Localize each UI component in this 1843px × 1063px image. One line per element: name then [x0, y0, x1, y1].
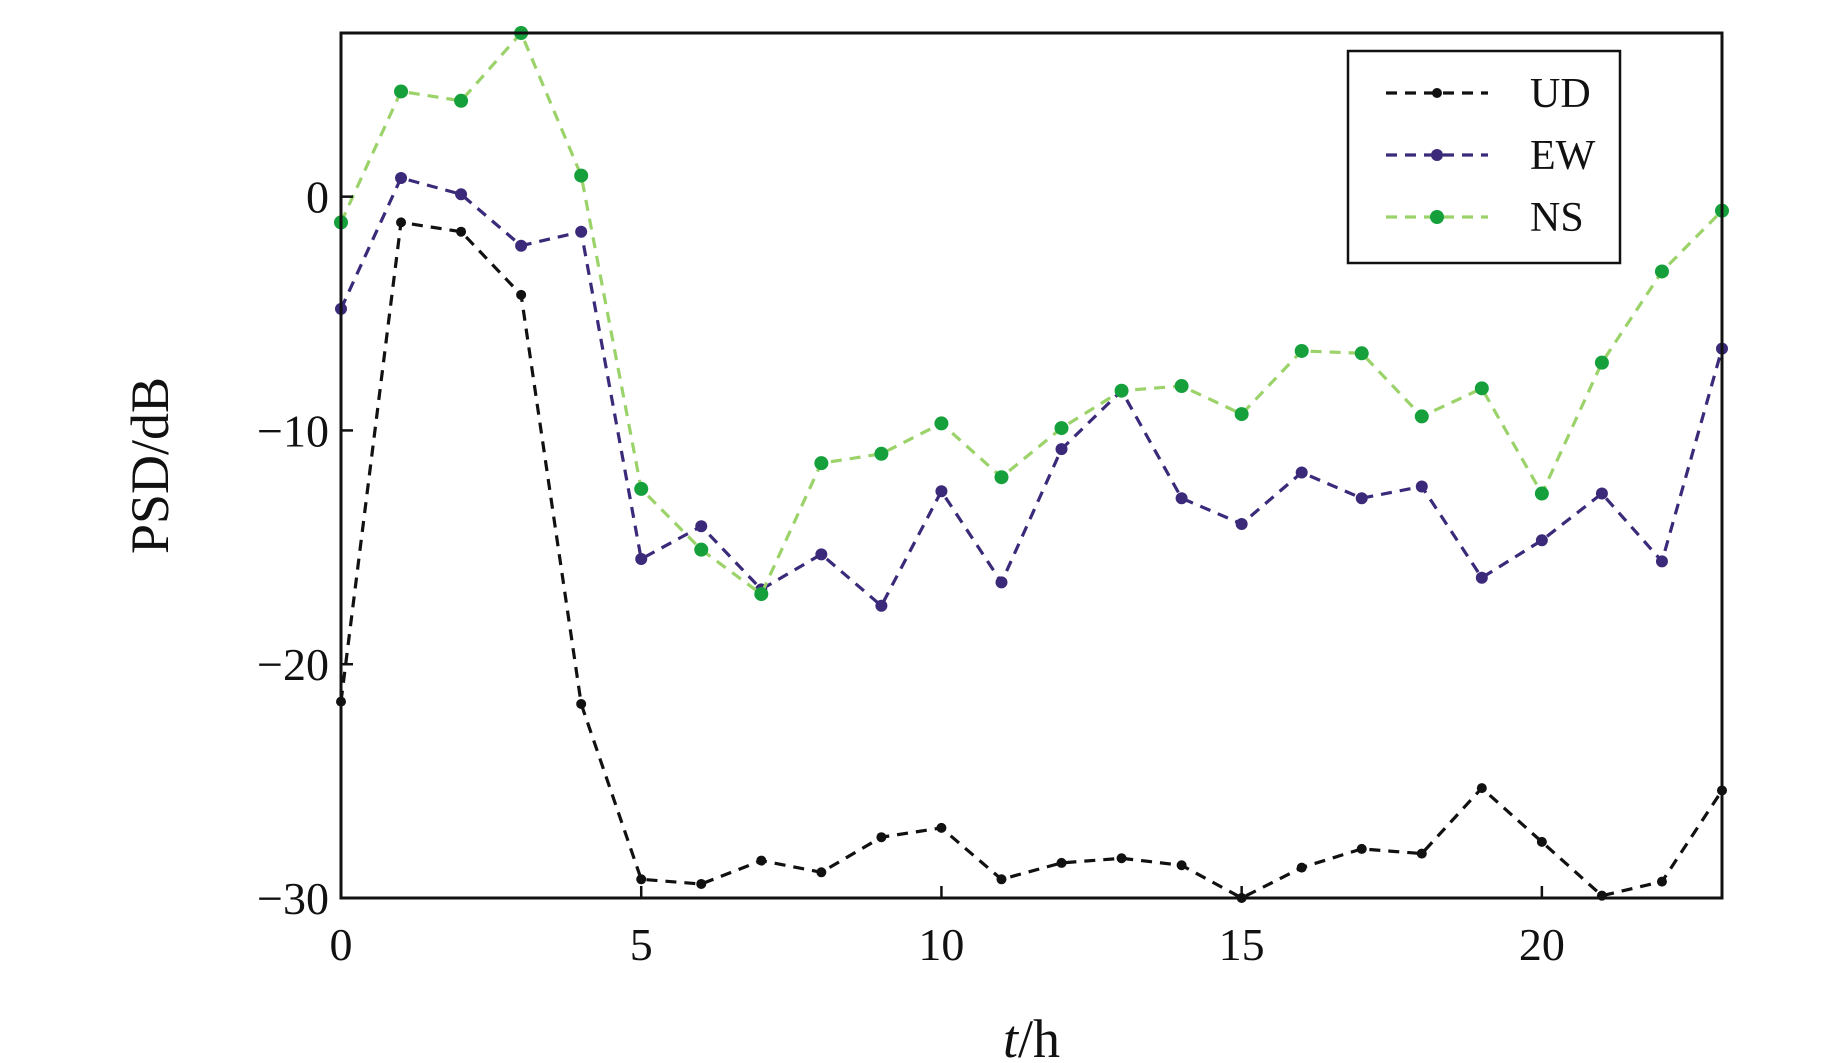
data-point-ew [1235, 517, 1248, 530]
data-point-ew [1655, 555, 1668, 568]
data-point-ns [1414, 409, 1429, 424]
series-line-ns [339, 31, 1724, 596]
data-point-ns [1174, 379, 1189, 394]
data-point-ew [1595, 487, 1608, 500]
x-axis-title-unit: /h [1018, 1009, 1060, 1063]
legend-label-ud: UD [1530, 71, 1591, 117]
data-point-ew [1535, 534, 1548, 547]
data-point-ns [1594, 355, 1609, 370]
legend-label-ns: NS [1530, 195, 1584, 241]
data-point-ew [515, 239, 528, 252]
x-tick-label: 20 [1519, 919, 1565, 970]
ticks-layer: 0 5 10 15 20 −30 −20 −10 0 [257, 172, 1565, 970]
y-tick-label: −20 [257, 639, 329, 690]
data-point-ns [1474, 381, 1489, 396]
data-point-ns [814, 456, 829, 471]
legend-marker-ew [1431, 149, 1443, 161]
data-point-ud [396, 217, 407, 228]
legend: UD EW NS [1346, 49, 1622, 265]
data-point-ew [1055, 443, 1068, 456]
data-point-ns [454, 93, 469, 108]
data-point-ns [754, 587, 769, 602]
data-point-ud [996, 874, 1007, 885]
y-axis-title: PSD/dB [120, 377, 180, 554]
data-point-ns [1054, 421, 1069, 436]
series-line-ud [339, 220, 1724, 900]
legend-item-ns: NS [1386, 195, 1584, 241]
data-point-ns [1294, 343, 1309, 358]
series-ew [335, 171, 1728, 612]
x-tick-label: 0 [330, 919, 353, 970]
data-point-ew [815, 548, 828, 561]
legend-label-ew: EW [1530, 133, 1596, 179]
data-point-ud [876, 832, 887, 843]
legend-item-ew: EW [1386, 133, 1596, 179]
data-point-ud [1176, 860, 1187, 871]
data-point-ns [394, 84, 409, 99]
x-axis-title-italic: t [1003, 1009, 1020, 1063]
data-point-ew [455, 188, 468, 201]
data-point-ew [1355, 492, 1368, 505]
data-point-ew [695, 520, 708, 533]
data-point-ud [1416, 848, 1427, 859]
series-layer [334, 26, 1729, 903]
data-point-ud [1296, 862, 1307, 873]
data-point-ud [756, 855, 767, 866]
legend-marker-ns [1430, 210, 1444, 224]
data-point-ew [1415, 480, 1428, 493]
data-point-ns [1234, 407, 1249, 422]
legend-marker-ud [1432, 88, 1442, 98]
legend-item-ud: UD [1386, 71, 1591, 117]
x-tick-label: 5 [630, 919, 653, 970]
data-point-ns [1534, 486, 1549, 501]
data-point-ew [995, 576, 1008, 589]
data-point-ns [934, 416, 949, 431]
x-axis-title: t/h [1003, 1009, 1060, 1063]
data-point-ns [1654, 264, 1669, 279]
data-point-ud [516, 289, 527, 300]
data-point-ns [634, 481, 649, 496]
data-point-ud [1056, 857, 1067, 868]
data-point-ud [1476, 783, 1487, 794]
data-point-ns [874, 446, 889, 461]
x-tick-label: 10 [918, 919, 964, 970]
data-point-ud [576, 698, 587, 709]
y-tick-label: 0 [306, 172, 329, 223]
series-line-ew [339, 176, 1724, 608]
data-point-ns [994, 470, 1009, 485]
data-point-ud [1116, 853, 1127, 864]
data-point-ud [816, 867, 827, 878]
data-point-ns [1354, 346, 1369, 361]
data-point-ew [395, 171, 408, 184]
data-point-ew [935, 485, 948, 498]
data-point-ns [1114, 383, 1129, 398]
plot-frame [339, 31, 1724, 900]
y-tick-label: −30 [257, 873, 329, 924]
data-point-ew [1475, 571, 1488, 584]
x-tick-label: 15 [1219, 919, 1265, 970]
data-point-ew [575, 225, 588, 238]
data-point-ew [635, 553, 648, 566]
data-point-ew [1295, 466, 1308, 479]
y-tick-label: −10 [257, 405, 329, 456]
data-point-ud [1356, 843, 1367, 854]
data-point-ud [636, 874, 647, 885]
data-point-ns [694, 542, 709, 557]
series-ud [336, 217, 1727, 903]
data-point-ud [456, 226, 467, 237]
data-point-ud [1656, 876, 1667, 887]
data-point-ud [1536, 836, 1547, 847]
data-point-ud [936, 822, 947, 833]
data-point-ns [574, 168, 589, 183]
legend-box [1346, 49, 1622, 265]
data-point-ew [875, 599, 888, 612]
data-point-ud [696, 878, 707, 889]
data-point-ew [1175, 492, 1188, 505]
